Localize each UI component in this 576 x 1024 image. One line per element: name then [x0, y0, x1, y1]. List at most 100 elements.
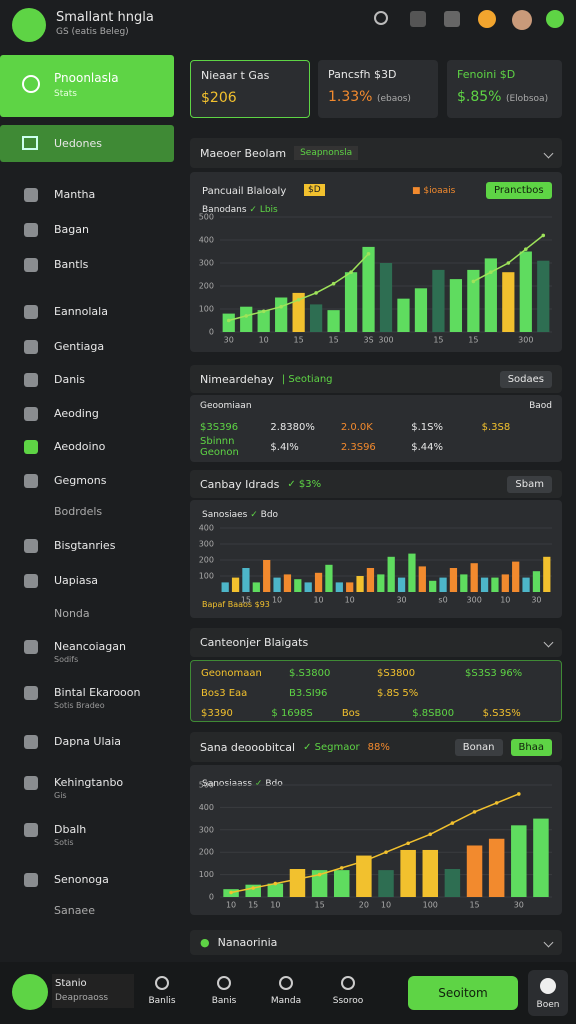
section-header[interactable]: Nimeardehay | Seotiang Sodaes [190, 365, 562, 393]
card-title: Pancsfh $3D [328, 68, 397, 81]
bar [222, 313, 235, 332]
bar [449, 279, 463, 332]
status-icon[interactable] [546, 10, 564, 28]
trend-point [506, 261, 511, 265]
bar [267, 883, 284, 897]
active-title: Pnoonlasla [54, 71, 119, 85]
x-tick-label: 30 [514, 901, 524, 910]
x-tick-label: 300 [518, 336, 533, 345]
nav-label: Bisgtanries [54, 539, 116, 552]
x-tick-label: 10 [345, 596, 355, 605]
section-header[interactable]: ● Nanaorinia [190, 930, 562, 955]
nav-icon [24, 776, 38, 790]
table-row: Sbinnn Geonon $.4I% 2.3S96 $.44% [190, 436, 562, 458]
bar [311, 870, 328, 897]
card-value: $.85% [457, 89, 502, 105]
notification-icon[interactable] [410, 11, 426, 27]
table-title: Geoomiaan [200, 401, 252, 411]
y-tick-label: 100 [199, 305, 214, 314]
nav-icon [24, 258, 38, 272]
section-tag: Segmaor [314, 741, 360, 753]
bar [533, 818, 549, 897]
profile-label: Boen [536, 1000, 560, 1010]
bar [362, 246, 375, 332]
nav-item-icon[interactable] [217, 976, 231, 990]
table-cell: Bos [341, 707, 361, 719]
x-tick-label: 300 [378, 336, 393, 345]
nav-label: Dapna Ulaia [54, 735, 122, 748]
nav-sub: Sotis [54, 838, 74, 847]
settings-icon[interactable] [374, 11, 388, 25]
nav-item: Ssoroo [332, 996, 364, 1006]
nav-item-icon[interactable] [341, 976, 355, 990]
x-tick-label: 10 [226, 901, 236, 910]
bar [257, 310, 270, 332]
selected-nav[interactable]: Uedones [0, 125, 174, 162]
chart-button[interactable]: Pranctbos [486, 182, 552, 199]
x-tick-label: 10 [500, 596, 510, 605]
nav-label: Aeoding [54, 407, 99, 420]
nav-item-icon[interactable] [155, 976, 169, 990]
section-header[interactable]: Canbay Idrads ✓ $3% Sbam [190, 470, 562, 498]
bar [221, 582, 229, 592]
bar [480, 577, 489, 592]
section-button[interactable]: Bhaa [510, 738, 552, 756]
section-button[interactable]: Sbam [507, 475, 552, 493]
section-header[interactable]: Maeoer Beolam Seapnonsla [190, 138, 562, 168]
trend-point [317, 872, 322, 877]
trend-point [229, 890, 233, 895]
x-tick-label: 15 [468, 336, 478, 345]
nav-icon [24, 305, 38, 319]
section-title: Maeoer Beolam [200, 146, 287, 160]
nav-icon [24, 686, 38, 700]
trend-point [384, 850, 388, 854]
table-row: $3S396 2.8380% 2.0.0K $.1S% $.3S8 [190, 417, 562, 437]
section-button[interactable]: Sodaes [499, 370, 552, 388]
section-title: Canteonjer Blaigats [200, 636, 309, 649]
table-row: Geonomaan $.S3800 $S3800 $S3S3 96% [191, 663, 563, 683]
bar [470, 563, 478, 592]
profile-button[interactable]: Boen [528, 970, 568, 1016]
logo [12, 8, 46, 42]
table-cell: $.S3S% [482, 707, 521, 719]
nav-icon [24, 440, 38, 454]
avatar[interactable] [512, 10, 532, 30]
nav-icon [24, 407, 38, 421]
nav-icon [24, 735, 38, 749]
active-nav[interactable]: Pnoonlasla Stats [0, 55, 174, 117]
bar [275, 297, 288, 332]
bar [240, 306, 253, 332]
subtitle-text: Sanosiaass [202, 779, 253, 789]
bar [387, 556, 395, 592]
chart-subtitle: Sanosiaass ✓ Bdo [202, 779, 283, 789]
section-tag: Seotiang [288, 373, 333, 385]
table-row: $3390 $ 1698S Bos $.8SB00 $.S3S% [191, 703, 563, 723]
coin-icon[interactable] [478, 10, 496, 28]
message-icon[interactable] [444, 11, 460, 27]
bar [356, 576, 364, 592]
bar [397, 577, 406, 592]
bar [466, 845, 483, 897]
legend-label: $ioaais [423, 186, 456, 196]
section-title: Canbay Idrads [200, 477, 280, 491]
x-tick-label: 100 [423, 901, 438, 910]
bar [429, 580, 437, 592]
table-cell: $3390 [201, 707, 233, 719]
nav-item-icon[interactable] [279, 976, 293, 990]
section-header[interactable]: Canteonjer Blaigats [190, 628, 562, 657]
bottom-profile[interactable]: Stanio Deaproaoss [52, 974, 134, 1008]
nav-label: Bodrdels [54, 505, 103, 518]
nav-sub: Sotis Bradeo [54, 701, 105, 710]
card-value: 1.33% [328, 89, 373, 105]
chart-footer: Bapaf Baaos $93 [202, 600, 270, 609]
subtitle-text: Sanosiaes [202, 510, 248, 520]
trend-point [366, 252, 371, 256]
table: $3S396 2.8380% 2.0.0K $.1S% $.3S8 Sbinnn Geon… [190, 417, 562, 459]
section-header[interactable]: Sana deooobitcal ✓ Segmaor 88% Bonan Bhaa [190, 732, 562, 762]
bar [327, 310, 340, 332]
primary-button[interactable]: Seoitom [408, 976, 518, 1010]
bar [397, 298, 410, 332]
y-tick-label: 500 [199, 781, 214, 790]
section-button[interactable]: Bonan [454, 738, 503, 756]
x-tick-label: 300 [467, 596, 482, 605]
